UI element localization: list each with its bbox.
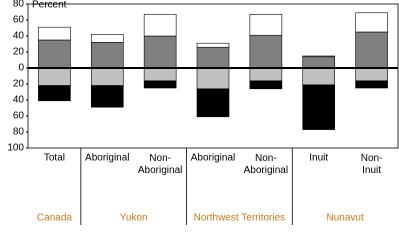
y-tick-label: 20 [13, 79, 25, 90]
x-tick-label: Inuit [309, 153, 328, 164]
bar-segment [249, 67, 283, 82]
y-tick-label: 80 [13, 0, 25, 10]
bar-segment [302, 56, 336, 69]
bar-segment [38, 67, 71, 86]
bar-segment [302, 84, 336, 130]
x-tick-label: Aboriginal [85, 153, 129, 164]
x-tick-label: Non-Inuit [361, 153, 383, 176]
x-tick-label: Total [44, 153, 65, 164]
bar-segment [355, 67, 388, 82]
y-axis-label: Percent [32, 0, 67, 11]
x-tick-label: Aboriginal [191, 153, 235, 164]
bar-segment [90, 67, 124, 86]
bar-segment [143, 67, 177, 82]
bar-segment [196, 67, 230, 90]
bar-segment [302, 67, 336, 86]
bar-segment [196, 42, 230, 48]
y-tick-label: 60 [13, 15, 25, 26]
bar-segment [302, 55, 336, 58]
y-tick-label: 0 [18, 63, 24, 74]
chart: Percent 80 60 40 20 0 20 40 60 80 100 Total Canada A… [7, 0, 399, 225]
bar-segment [249, 80, 283, 90]
y-tick-label: 40 [13, 31, 25, 42]
bar-segment [249, 34, 283, 69]
bar-segment [38, 26, 71, 41]
bar-segment [196, 88, 230, 118]
bar-segment [143, 14, 177, 37]
bar-segment [90, 34, 124, 43]
bar-segment [90, 85, 124, 108]
plot-frame [27, 3, 399, 149]
group-label: Nunavut [327, 213, 364, 224]
y-tick-label: 60 [13, 111, 25, 122]
group-label: Northwest Territories [194, 213, 286, 224]
group-label: Yukon [120, 213, 148, 224]
x-tick-label: Non-Aboriginal [138, 153, 182, 176]
bar-segment [38, 39, 71, 69]
y-tick-label: 40 [13, 95, 25, 106]
group-label: Canada [37, 213, 72, 224]
bar-segment [355, 31, 388, 69]
bar-segment [196, 46, 230, 69]
bar-segment [355, 12, 388, 33]
bar-segment [143, 80, 177, 89]
bar-segment [38, 85, 71, 102]
bar-segment [90, 42, 124, 69]
x-tick-label: Non-Aboriginal [244, 153, 288, 176]
bar-segment [249, 14, 283, 36]
bar-segment [355, 80, 388, 89]
y-tick-label: 100 [7, 143, 24, 154]
bar-segment [143, 35, 177, 69]
y-tick-label: 20 [13, 47, 25, 58]
y-tick-label: 80 [13, 127, 25, 138]
